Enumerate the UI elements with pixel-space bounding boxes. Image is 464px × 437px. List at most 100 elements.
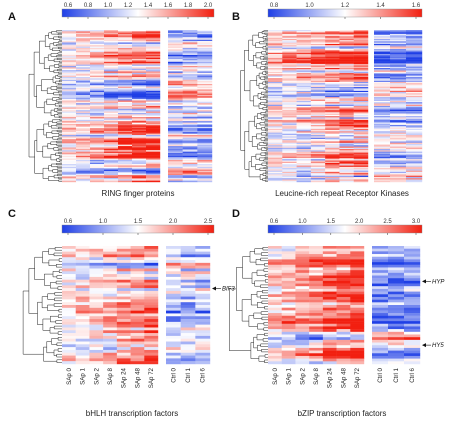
heatmap-cell — [75, 319, 90, 323]
heatmap-cell — [168, 128, 183, 130]
row-annotation-label: HY5 — [432, 343, 444, 349]
heatmap-cell — [282, 55, 297, 57]
heatmap-cell — [404, 291, 421, 295]
heatmap-cell — [281, 294, 296, 298]
heatmap-cell — [282, 59, 297, 61]
heatmap-cell — [146, 85, 161, 87]
heatmap-cell — [90, 179, 105, 181]
heatmap-cell — [76, 180, 91, 183]
heatmap-cell — [353, 117, 369, 119]
heatmap-cell — [182, 129, 198, 132]
heatmap-cell — [353, 60, 369, 62]
heatmap-cell — [197, 99, 213, 101]
heatmap-cell — [62, 42, 77, 45]
heatmap-cell — [390, 71, 407, 74]
heatmap-cell — [76, 106, 91, 108]
heatmap-cell — [62, 103, 77, 105]
heatmap-cell — [62, 157, 77, 159]
heatmap-cell — [130, 352, 145, 356]
heatmap-cell — [146, 141, 161, 144]
heatmap-cell — [146, 170, 161, 173]
column-label: SAp 1 — [286, 367, 293, 384]
heatmap-cell — [309, 283, 324, 287]
heatmap-cell — [104, 46, 119, 49]
heatmap-cell — [353, 69, 369, 71]
heatmap-cell — [282, 75, 297, 78]
heatmap-cell — [62, 92, 77, 94]
heatmap-cell — [388, 262, 405, 265]
heatmap-cell — [374, 176, 391, 179]
heatmap-cell — [296, 112, 312, 114]
heatmap-cell — [90, 146, 105, 148]
heatmap-cell — [374, 79, 391, 81]
heatmap-cell — [62, 50, 77, 53]
heatmap-cell — [339, 173, 354, 175]
heatmap-cell — [406, 45, 423, 47]
heatmap-cell — [390, 156, 407, 159]
heatmap-cell — [146, 106, 161, 108]
heatmap-cell — [195, 347, 211, 351]
heatmap-cell — [350, 323, 365, 327]
heatmap-cell — [282, 43, 297, 46]
heatmap-cell — [268, 288, 282, 292]
heatmap-cell — [353, 161, 369, 164]
heatmap-cell — [76, 79, 91, 82]
heatmap-cell — [132, 30, 147, 32]
heatmap-cell — [310, 135, 326, 137]
heatmap-cell — [388, 270, 405, 274]
heatmap-cell — [182, 162, 198, 165]
heatmap-cell — [390, 80, 407, 83]
column-label: Ctrl 1 — [393, 367, 400, 382]
heatmap-cell — [89, 299, 104, 303]
heatmap-cell — [295, 334, 310, 338]
heatmap-cell — [89, 316, 104, 320]
heatmap-cell — [310, 43, 326, 46]
heatmap-cell — [390, 56, 407, 59]
heatmap-cell — [182, 107, 198, 109]
heatmap-cell — [182, 121, 198, 123]
heatmap-cell — [168, 70, 183, 72]
heatmap-cell — [76, 46, 91, 49]
heatmap-cell — [336, 280, 351, 284]
heatmap-cell — [103, 282, 118, 286]
heatmap-cell — [282, 116, 297, 118]
heatmap-cell — [118, 161, 133, 163]
heatmap-cell — [90, 78, 105, 80]
heatmap-cell — [89, 330, 104, 334]
heatmap-cell — [325, 171, 340, 174]
heatmap-cell — [339, 114, 354, 117]
heatmap-cell — [197, 165, 213, 167]
heatmap-cell — [374, 175, 391, 178]
heatmap-cell — [268, 104, 283, 107]
heatmap-cell — [374, 35, 391, 37]
heatmap-cell — [182, 140, 198, 143]
heatmap-cell — [296, 114, 312, 117]
heatmap-cell — [116, 324, 131, 328]
heatmap-cell — [146, 135, 161, 137]
heatmap-cell — [282, 150, 297, 152]
heatmap-cell — [118, 162, 133, 165]
heatmap-cell — [146, 61, 161, 64]
heatmap-cell — [310, 111, 326, 113]
heatmap-cell — [132, 154, 147, 156]
heatmap-cell — [310, 109, 326, 112]
heatmap-cell — [296, 54, 312, 56]
heatmap-cell — [118, 123, 133, 126]
heatmap-cell — [180, 288, 196, 292]
heatmap-cell — [282, 170, 297, 173]
heatmap-cell — [90, 34, 105, 36]
heatmap-cell — [268, 81, 283, 84]
heatmap-cell — [166, 349, 181, 353]
heatmap-cell — [76, 146, 91, 148]
heatmap-cell — [310, 40, 326, 42]
heatmap-cell — [144, 299, 159, 303]
heatmap-cell — [282, 133, 297, 136]
heatmap-cell — [75, 299, 90, 303]
heatmap-cell — [353, 64, 369, 66]
heatmap-cell — [132, 31, 147, 33]
heatmap-cell — [350, 342, 365, 346]
heatmap-cell — [374, 52, 391, 55]
heatmap-cell — [76, 61, 91, 64]
heatmap-cell — [281, 296, 296, 300]
heatmap-cell — [282, 138, 297, 141]
